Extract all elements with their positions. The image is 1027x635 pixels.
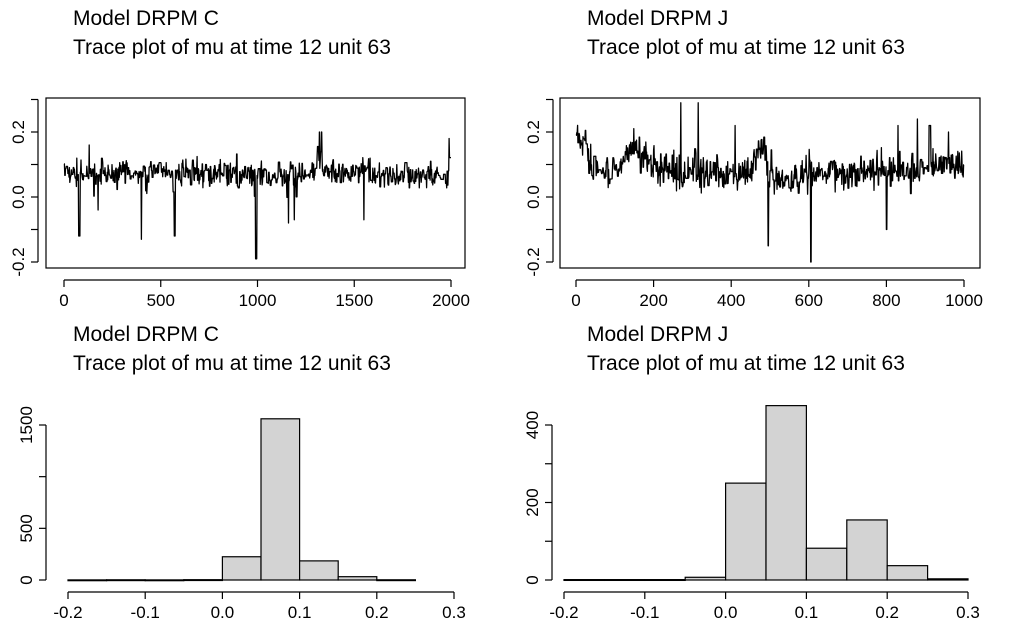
- x-tick-label: 200: [639, 291, 667, 310]
- y-tick-label: 500: [17, 514, 36, 542]
- histogram-bar: [563, 579, 606, 582]
- y-tick-label: 0.0: [9, 185, 28, 209]
- histogram-bar: [144, 579, 185, 582]
- y-tick-label: 0.2: [524, 120, 543, 144]
- histogram-bar: [603, 579, 646, 582]
- y-tick-label: 0.2: [9, 120, 28, 144]
- panel-title-line-1: Model DRPM J: [587, 7, 728, 30]
- histogram-bar: [299, 560, 339, 581]
- y-tick-label: -0.2: [9, 247, 28, 276]
- x-tick-label: 0.0: [714, 603, 738, 622]
- histogram-bar: [67, 579, 108, 582]
- histogram-bar: [260, 418, 301, 581]
- x-tick-label: 1000: [239, 291, 277, 310]
- histogram-bar: [105, 579, 146, 582]
- x-tick-label: -0.1: [131, 603, 160, 622]
- x-tick-label: 1000: [945, 291, 983, 310]
- histogram-bar: [765, 405, 808, 581]
- y-tick-label: 0.0: [524, 185, 543, 209]
- trace-line: [575, 102, 965, 263]
- x-tick-label: 600: [795, 291, 823, 310]
- x-tick-label: 0.2: [365, 603, 389, 622]
- plot-frame: [45, 97, 466, 269]
- panel-trace-drpm-c: Model DRPM C Trace plot of mu at time 12…: [9, 7, 470, 310]
- x-tick-label: -0.2: [53, 603, 82, 622]
- x-tick-label: -0.1: [630, 603, 659, 622]
- histogram-bar: [376, 579, 416, 582]
- panel-title-line-2: Trace plot of mu at time 12 unit 63: [587, 36, 905, 59]
- y-tick-label: 0: [523, 575, 542, 584]
- x-tick-label: 0.1: [795, 603, 819, 622]
- panel-title-line-1: Model DRPM C: [73, 7, 219, 30]
- panel-title-line-2: Trace plot of mu at time 12 unit 63: [587, 352, 905, 375]
- x-tick-label: 0.3: [442, 603, 466, 622]
- x-tick-label: 1500: [335, 291, 373, 310]
- panel-histogram-drpm-j: Model DRPM J Trace plot of mu at time 12…: [523, 323, 980, 622]
- x-tick-label: 0: [59, 291, 68, 310]
- x-tick-label: -0.2: [549, 603, 578, 622]
- panel-title-line-2: Trace plot of mu at time 12 unit 63: [73, 352, 391, 375]
- histogram-bar: [644, 579, 686, 582]
- x-tick-label: 500: [147, 291, 175, 310]
- panel-title-line-1: Model DRPM J: [587, 323, 728, 346]
- panel-title-line-2: Trace plot of mu at time 12 unit 63: [73, 36, 391, 59]
- y-tick-label: 0: [17, 575, 36, 584]
- histogram-bar: [221, 556, 262, 581]
- x-tick-label: 800: [872, 291, 900, 310]
- histogram-bar: [926, 578, 969, 581]
- x-tick-label: 0.1: [288, 603, 312, 622]
- trace-line: [63, 131, 452, 260]
- histogram-bar: [684, 576, 727, 581]
- x-tick-label: 0: [571, 291, 580, 310]
- histogram-bar: [886, 565, 929, 581]
- y-tick-label: 1500: [17, 406, 36, 444]
- histogram-bar: [337, 576, 378, 581]
- plot-frame: [559, 97, 981, 269]
- y-tick-label: 200: [523, 488, 542, 516]
- x-tick-label: 0.0: [211, 603, 235, 622]
- x-tick-label: 400: [717, 291, 745, 310]
- x-tick-label: 0.3: [956, 603, 980, 622]
- x-tick-label: 0.2: [875, 603, 899, 622]
- histogram-bar: [805, 547, 848, 581]
- histogram-bar: [846, 519, 888, 581]
- histogram-bar: [724, 482, 767, 581]
- y-tick-label: 400: [523, 411, 542, 439]
- y-tick-label: -0.2: [524, 247, 543, 276]
- panel-title-line-1: Model DRPM C: [73, 323, 219, 346]
- panel-histogram-drpm-c: Model DRPM C Trace plot of mu at time 12…: [17, 323, 466, 622]
- x-tick-label: 2000: [432, 291, 470, 310]
- panel-trace-drpm-j: Model DRPM J Trace plot of mu at time 12…: [524, 7, 983, 310]
- histogram-bar: [183, 579, 224, 582]
